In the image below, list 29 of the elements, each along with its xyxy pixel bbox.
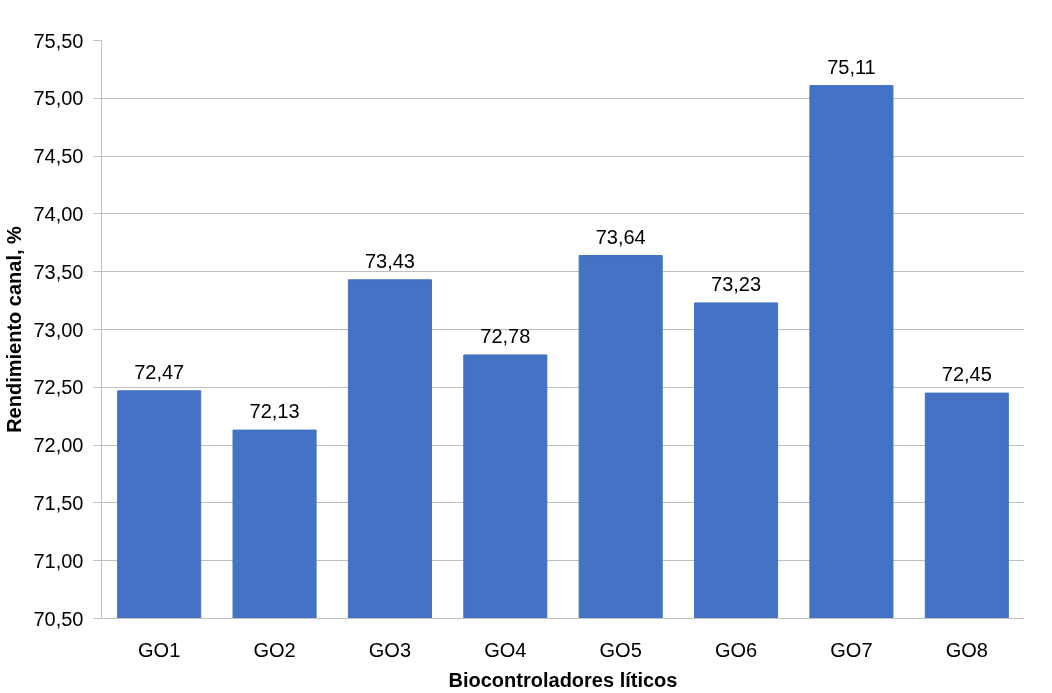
data-label: 72,13: [249, 400, 300, 423]
data-label: 72,47: [134, 360, 185, 383]
y-axis-title: Rendimiento canal, %: [3, 225, 26, 433]
data-label: 73,64: [595, 225, 646, 248]
y-tick-label: 75,50: [33, 29, 84, 52]
y-tick-label: 74,00: [33, 202, 84, 225]
x-axis-title: Biocontroladores líticos: [448, 668, 678, 691]
data-label: 75,11: [827, 55, 876, 78]
data-label: 73,43: [364, 249, 415, 272]
x-tick-label: GO7: [830, 638, 873, 661]
y-tick-label: 72,50: [33, 376, 84, 399]
y-tick-label: 70,50: [33, 607, 84, 630]
x-tick-label: GO6: [714, 638, 758, 661]
x-tick-label: GO5: [599, 638, 642, 661]
y-tick-label: 73,50: [33, 260, 84, 283]
y-tick-label: 75,00: [33, 87, 84, 110]
y-tick-label: 71,00: [33, 549, 84, 572]
x-tick-label: GO2: [253, 638, 296, 661]
x-tick-label: GO3: [368, 638, 412, 661]
y-tick-label: 72,00: [33, 434, 84, 457]
x-tick-label: GO4: [484, 638, 527, 661]
y-tick-label: 71,50: [33, 491, 84, 514]
data-label: 72,78: [480, 324, 531, 347]
data-label: 72,45: [941, 363, 992, 386]
y-tick-label: 74,50: [33, 145, 84, 168]
data-label: 73,23: [711, 272, 762, 295]
x-tick-label: GO1: [138, 638, 181, 661]
x-tick-label: GO8: [945, 638, 988, 661]
y-tick-label: 73,00: [33, 318, 84, 341]
